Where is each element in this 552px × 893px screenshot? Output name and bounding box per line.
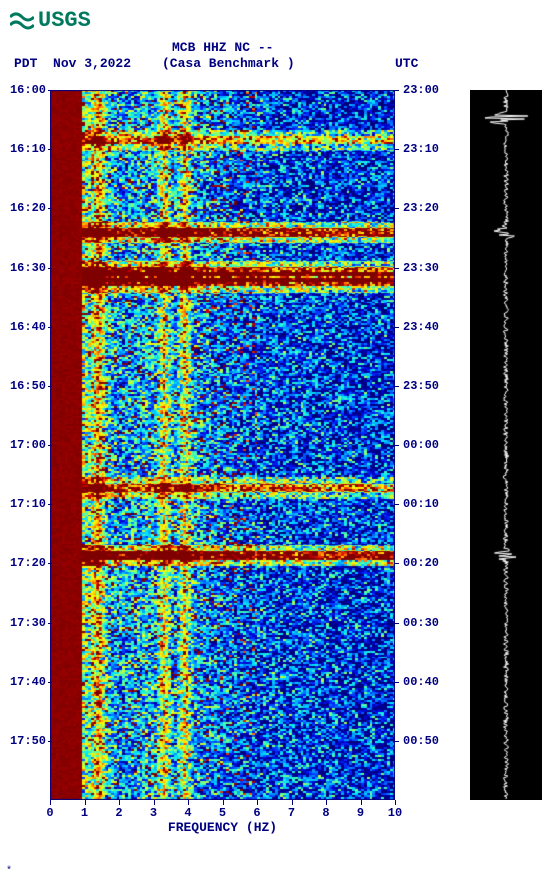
spectrogram-plot <box>50 90 395 800</box>
x-axis-label: FREQUENCY (HZ) <box>50 820 395 835</box>
x-tick: 6 <box>253 806 260 820</box>
y-tick-right: 23:40 <box>403 320 439 334</box>
y-tick-right: 00:50 <box>403 734 439 748</box>
y-tick-left: 16:50 <box>10 379 46 393</box>
y-tick-left: 17:50 <box>10 734 46 748</box>
station-code: MCB HHZ NC -- <box>172 40 273 55</box>
tz-right: UTC <box>395 56 418 71</box>
y-tick-left: 17:20 <box>10 556 46 570</box>
y-tick-left: 17:40 <box>10 675 46 689</box>
x-tick: 2 <box>115 806 122 820</box>
x-tick: 9 <box>357 806 364 820</box>
x-tick: 1 <box>81 806 88 820</box>
amplitude-sidebar <box>470 90 542 800</box>
y-tick-right: 23:50 <box>403 379 439 393</box>
wave-icon <box>10 11 34 31</box>
y-tick-left: 16:40 <box>10 320 46 334</box>
y-tick-left: 16:30 <box>10 261 46 275</box>
sidebar-canvas <box>470 90 542 800</box>
y-tick-left: 16:20 <box>10 201 46 215</box>
y-tick-left: 17:30 <box>10 616 46 630</box>
y-axis-left: 16:0016:1016:2016:3016:4016:5017:0017:10… <box>0 90 48 800</box>
y-tick-left: 16:00 <box>10 83 46 97</box>
x-tick: 3 <box>150 806 157 820</box>
y-tick-right: 00:10 <box>403 497 439 511</box>
y-tick-left: 16:10 <box>10 142 46 156</box>
footer-mark: * <box>6 866 12 877</box>
y-tick-right: 00:00 <box>403 438 439 452</box>
x-tick: 8 <box>322 806 329 820</box>
y-tick-right: 23:00 <box>403 83 439 97</box>
y-tick-right: 23:30 <box>403 261 439 275</box>
y-tick-right: 23:10 <box>403 142 439 156</box>
x-tick: 10 <box>388 806 402 820</box>
logo-text: USGS <box>38 8 91 33</box>
tz-left: PDT <box>14 56 37 71</box>
x-tick: 5 <box>219 806 226 820</box>
y-axis-right: 23:0023:1023:2023:3023:4023:5000:0000:10… <box>395 90 455 800</box>
y-tick-right: 23:20 <box>403 201 439 215</box>
y-tick-right: 00:30 <box>403 616 439 630</box>
x-tick: 4 <box>184 806 191 820</box>
x-tick: 7 <box>288 806 295 820</box>
spectrogram-canvas <box>50 90 395 800</box>
x-tick: 0 <box>46 806 53 820</box>
station-name: (Casa Benchmark ) <box>162 56 295 71</box>
y-tick-right: 00:20 <box>403 556 439 570</box>
y-tick-right: 00:40 <box>403 675 439 689</box>
usgs-logo: USGS <box>10 8 91 33</box>
date-label: Nov 3,2022 <box>53 56 131 71</box>
header-left: PDT Nov 3,2022 <box>14 56 131 71</box>
y-tick-left: 17:00 <box>10 438 46 452</box>
y-tick-left: 17:10 <box>10 497 46 511</box>
